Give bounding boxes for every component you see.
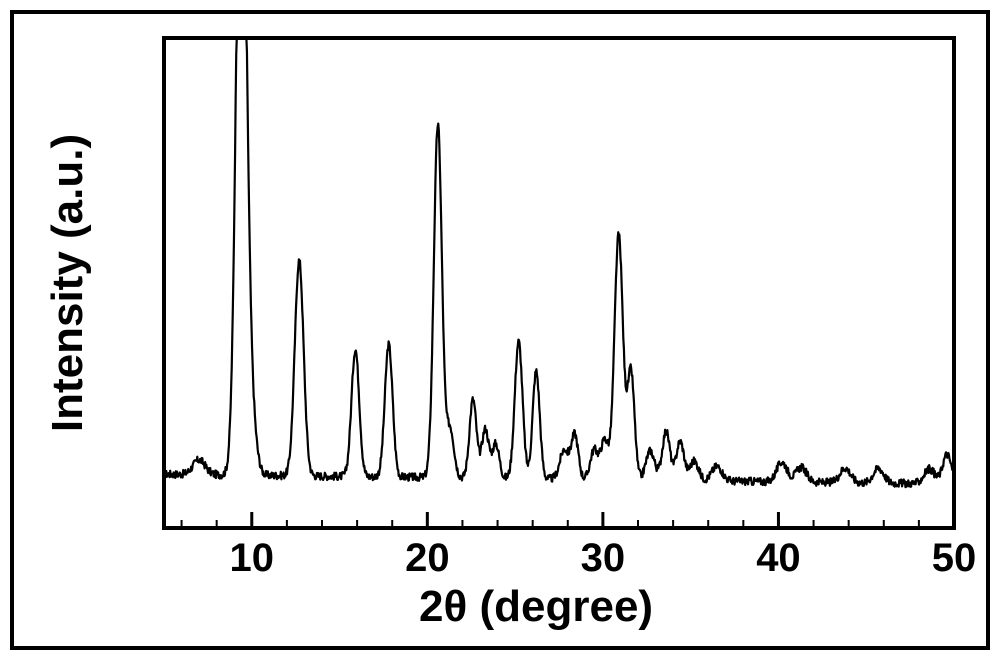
figure-outer-frame: Intensity (a.u.) 2θ (degree) 1020304050	[10, 10, 990, 650]
xrd-plot-svg	[14, 14, 986, 646]
x-tick-label: 20	[387, 536, 467, 581]
x-axis-label: 2θ (degree)	[419, 582, 653, 632]
y-axis-label: Intensity (a.u.)	[43, 134, 93, 432]
x-tick-label: 40	[738, 536, 818, 581]
chart-container: Intensity (a.u.) 2θ (degree) 1020304050	[14, 14, 986, 646]
x-tick-label: 10	[212, 536, 292, 581]
x-tick-label: 30	[563, 536, 643, 581]
x-tick-label: 50	[914, 536, 994, 581]
